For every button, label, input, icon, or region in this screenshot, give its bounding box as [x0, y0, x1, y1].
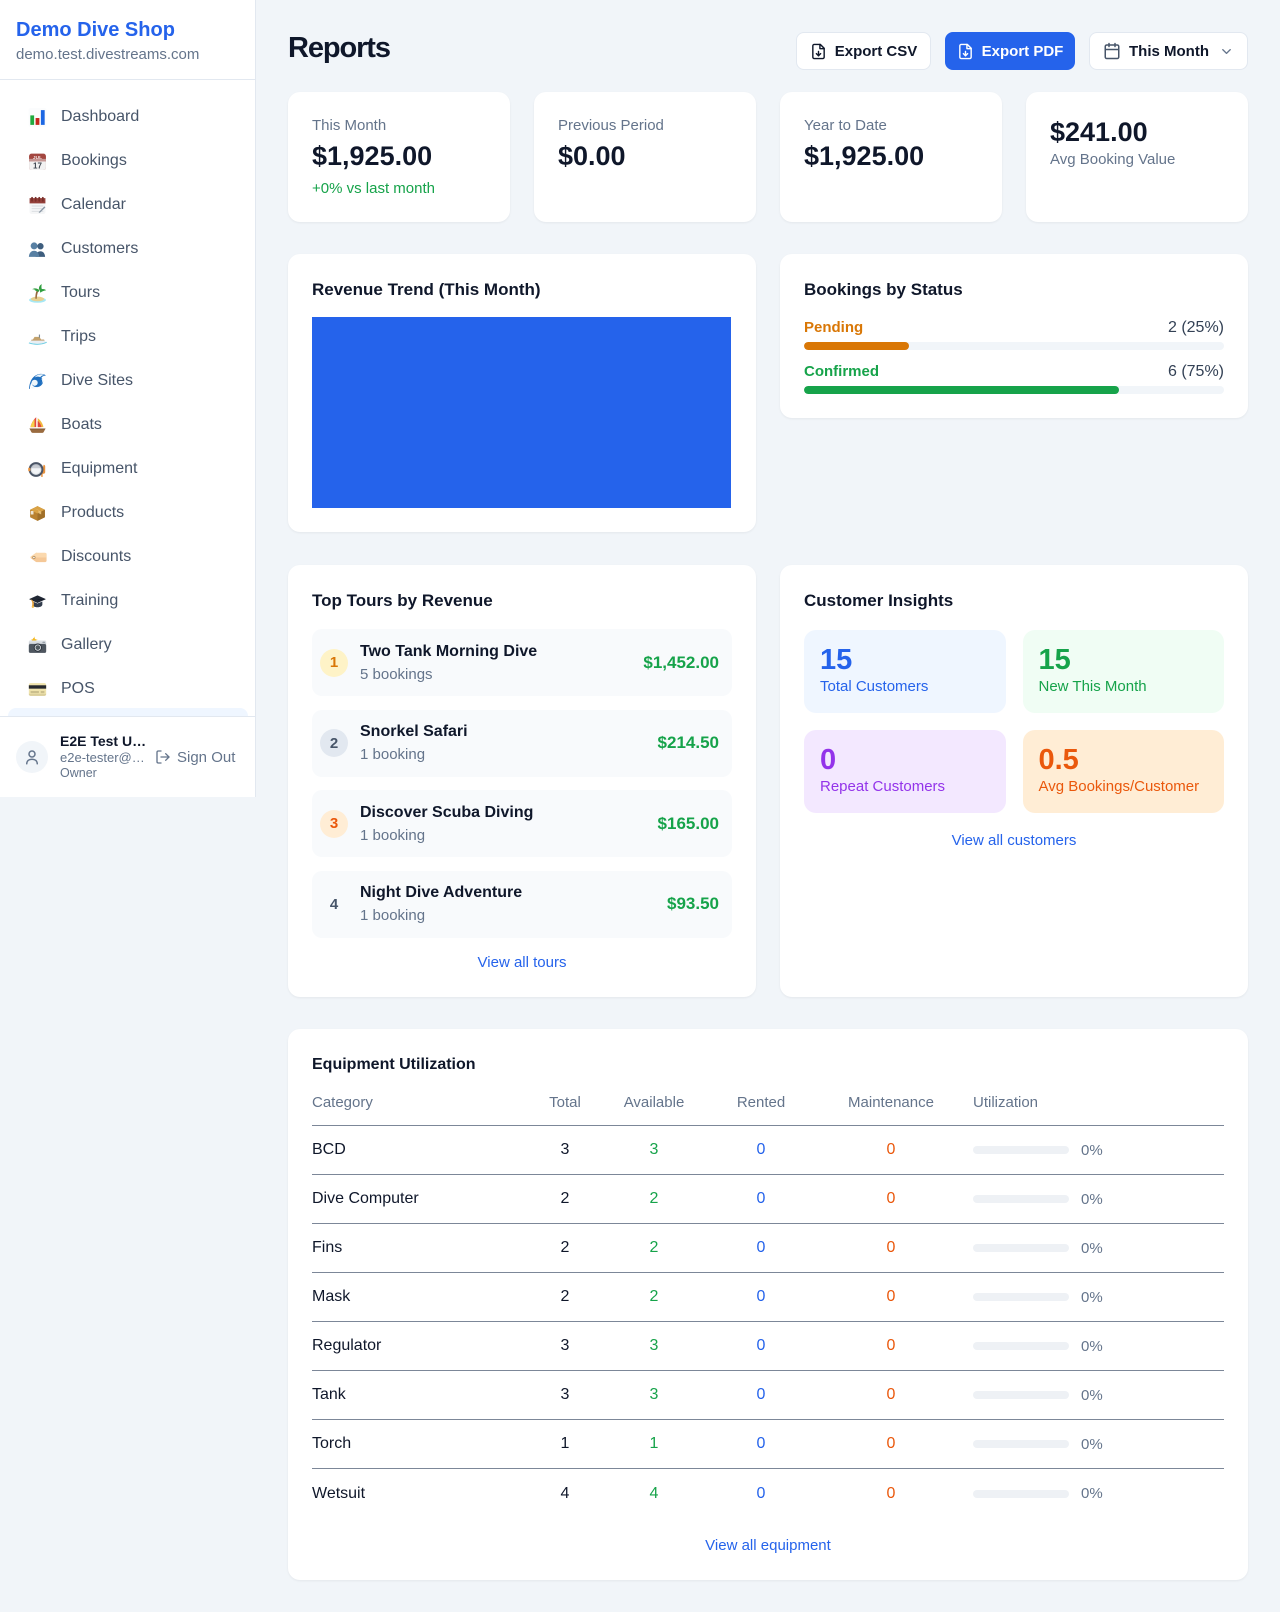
svg-text:JUL: JUL	[33, 155, 42, 161]
svg-text:17: 17	[33, 161, 42, 170]
